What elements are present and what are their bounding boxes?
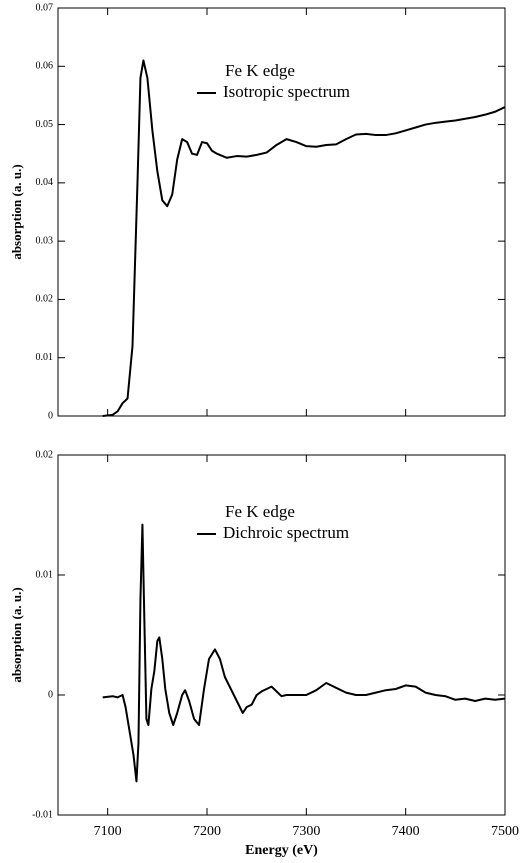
y-tick-label: 0.05 bbox=[36, 119, 54, 130]
y-tick-label: 0 bbox=[48, 689, 53, 700]
legend-title: Fe K edge bbox=[225, 61, 295, 80]
data-line bbox=[102, 59, 506, 417]
y-tick-label: -0.01 bbox=[32, 809, 53, 820]
legend-label: Dichroic spectrum bbox=[223, 523, 349, 542]
legend-label: Isotropic spectrum bbox=[223, 82, 350, 101]
y-tick-label: 0.03 bbox=[36, 235, 54, 246]
y-tick-label: 0.02 bbox=[36, 449, 54, 460]
y-tick-label: 0 bbox=[48, 410, 53, 421]
plot-frame bbox=[57, 454, 506, 816]
x-tick-label: 7400 bbox=[392, 824, 420, 839]
x-axis-label: Energy (eV) bbox=[245, 843, 318, 858]
y-axis-label: absorption (a. u.) bbox=[9, 164, 24, 259]
y-tick-label: 0.04 bbox=[36, 177, 54, 188]
y-tick-label: 0.07 bbox=[36, 2, 54, 13]
y-tick-label: 0.06 bbox=[36, 61, 54, 72]
x-tick-label: 7100 bbox=[94, 824, 122, 839]
data-line bbox=[102, 523, 506, 783]
x-tick-label: 7300 bbox=[292, 824, 320, 839]
legend-title: Fe K edge bbox=[225, 502, 295, 521]
y-tick-label: 0.02 bbox=[36, 294, 54, 305]
y-tick-label: 0.01 bbox=[36, 352, 54, 363]
x-tick-label: 7200 bbox=[193, 824, 221, 839]
y-axis-label: absorption (a. u.) bbox=[9, 587, 24, 682]
plot-frame bbox=[57, 7, 506, 417]
y-tick-label: 0.01 bbox=[36, 569, 54, 580]
x-tick-label: 7500 bbox=[491, 824, 519, 839]
